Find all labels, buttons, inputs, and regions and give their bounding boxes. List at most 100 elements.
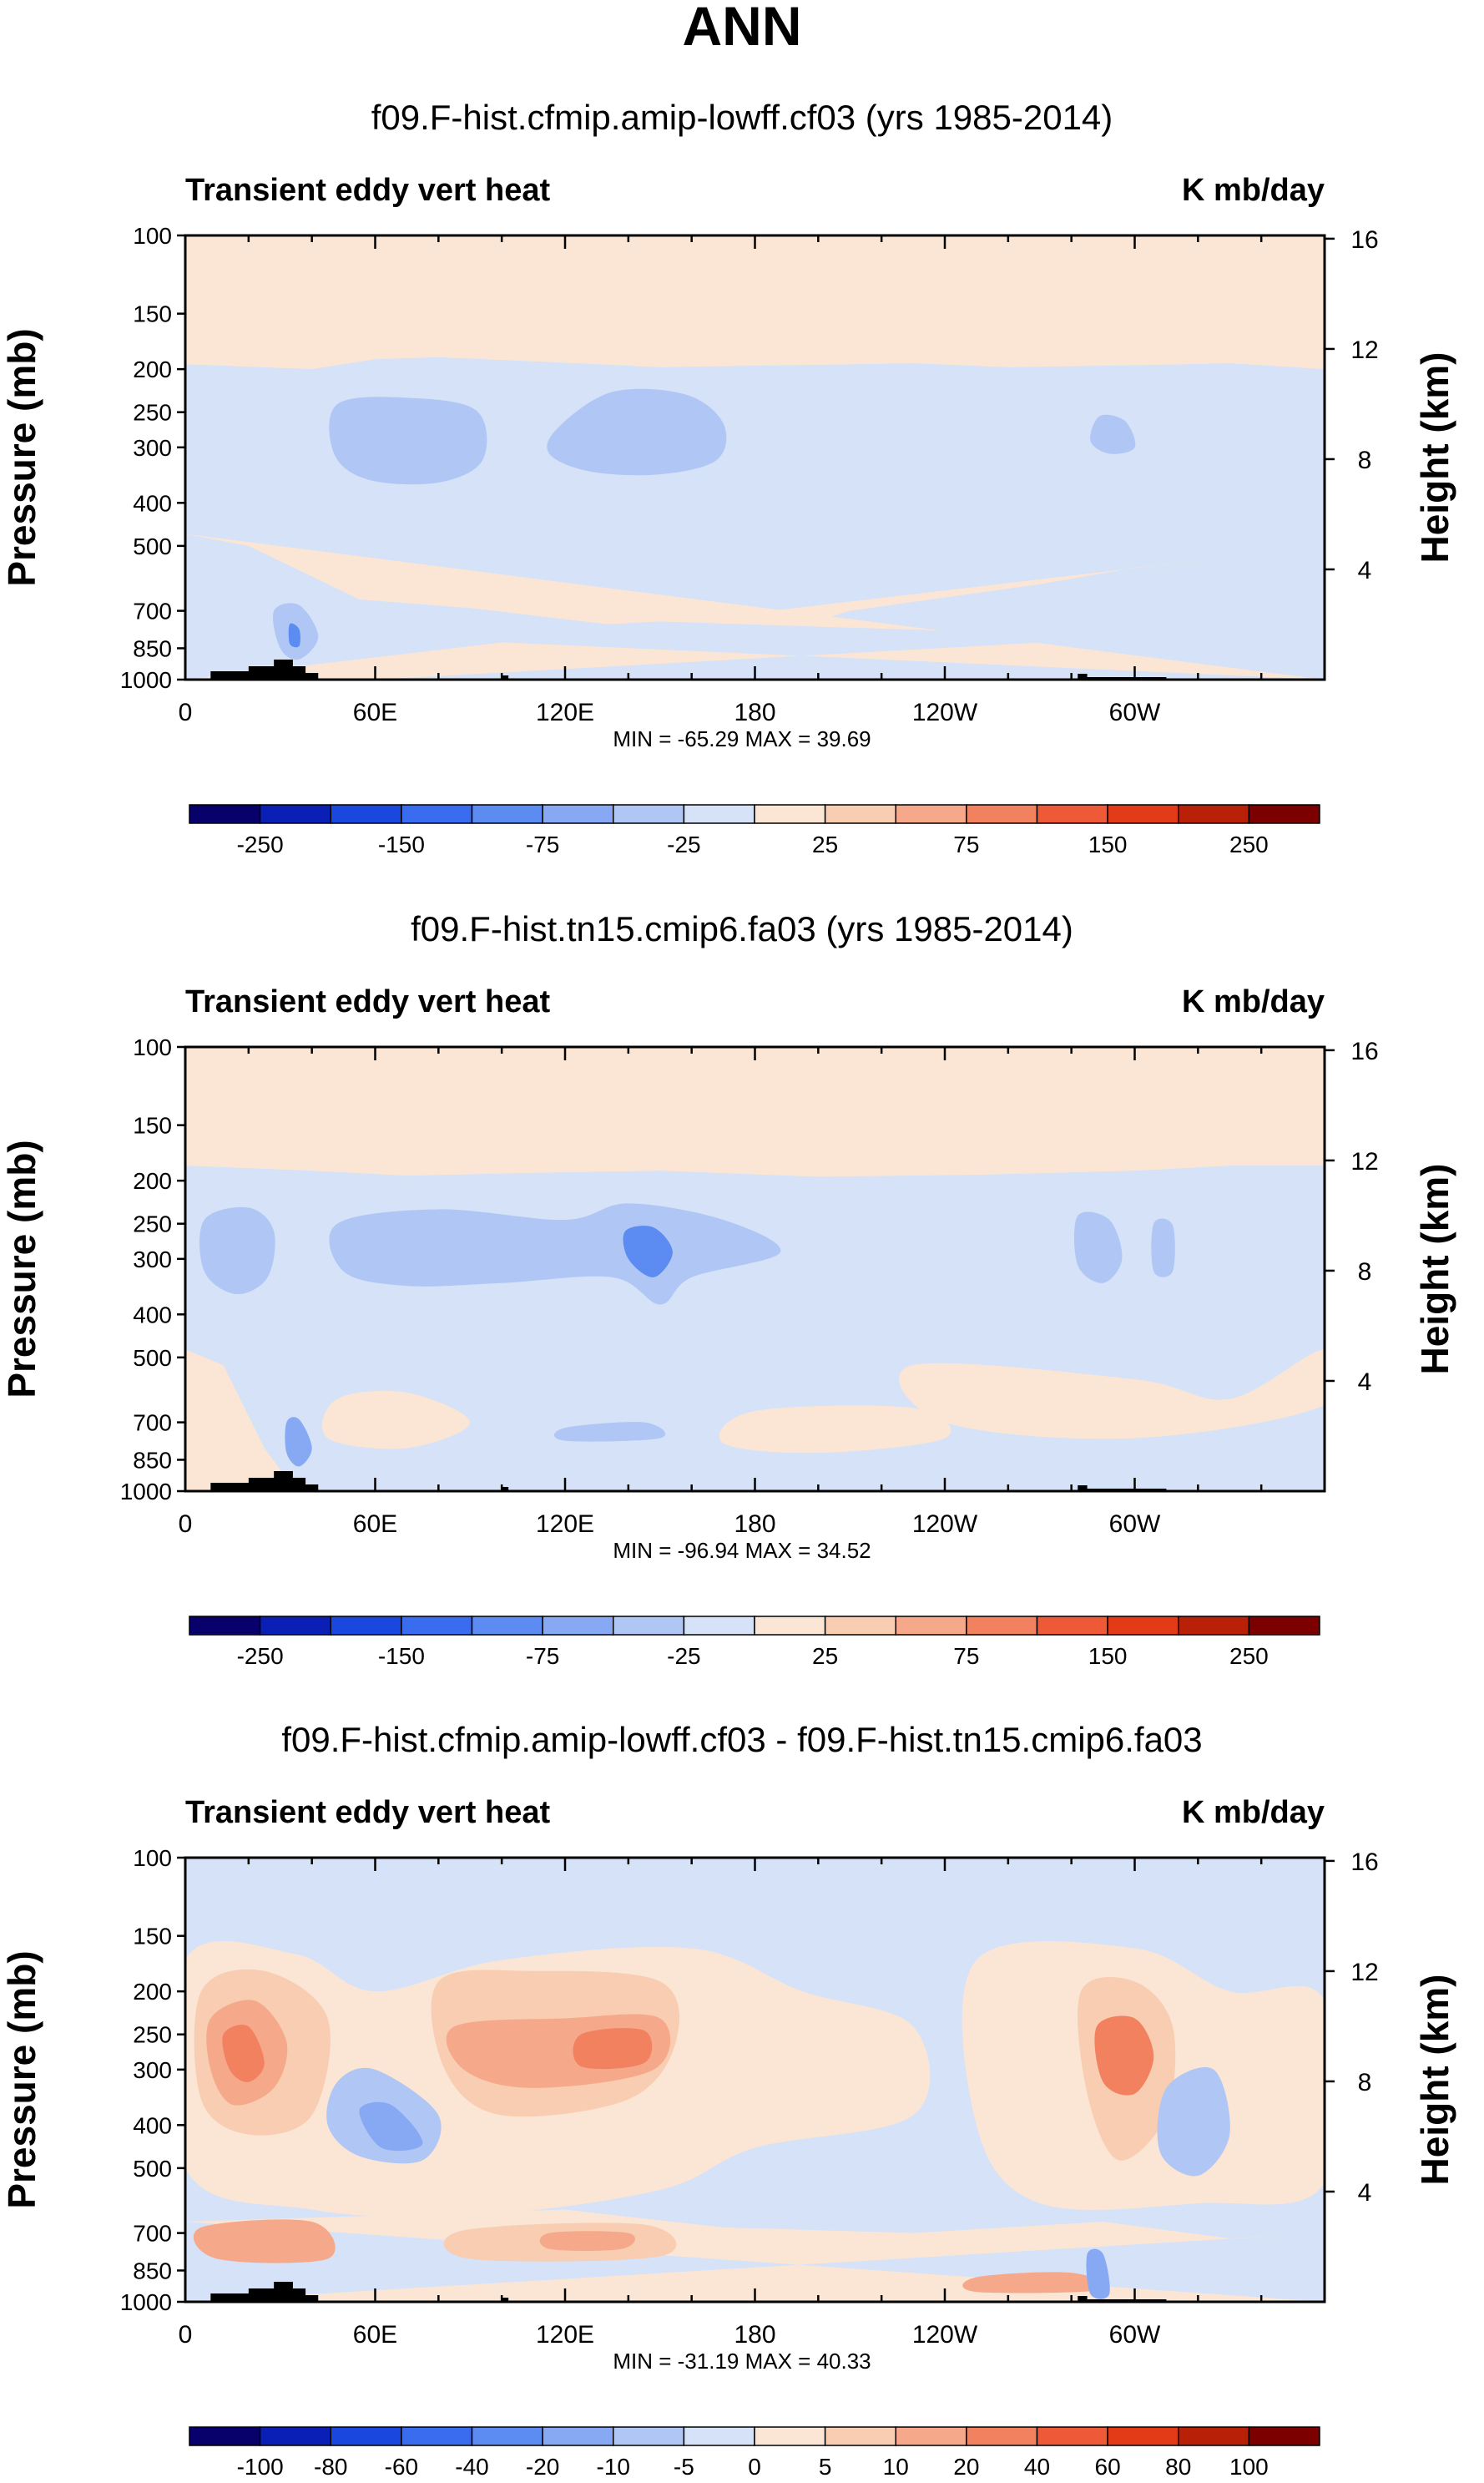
pressure-tick-label: 200	[133, 357, 172, 382]
colorbar-box	[895, 1616, 967, 1636]
x-tick-label: 180	[734, 699, 775, 726]
colorbar-box	[683, 804, 755, 824]
x-tick-label: 60W	[1109, 2321, 1161, 2349]
topography	[210, 1471, 1167, 1491]
pressure-tick-label: 250	[133, 400, 172, 426]
panel-title: f09.F-hist.cfmip.amip-lowff.cf03 (yrs 19…	[371, 98, 1113, 137]
colorbar-box	[1178, 2426, 1250, 2446]
colorbar-label: -250	[237, 1643, 284, 1669]
x-tick-label: 0	[179, 699, 193, 726]
pressure-tick-label: 850	[133, 635, 172, 661]
pressure-tick-label: 150	[133, 301, 172, 327]
contour-field	[185, 235, 1325, 680]
min-max-label: MIN = -65.29 MAX = 39.69	[613, 726, 871, 751]
colorbar-box	[1036, 1616, 1108, 1636]
positive-patch-180	[719, 1405, 951, 1454]
positive-patch-20E-low	[193, 2219, 336, 2263]
lower-negative-patch	[375, 621, 1325, 680]
pressure-tick-label: 100	[133, 223, 172, 249]
lower-positive-band	[185, 534, 1325, 680]
x-tick-label: 120E	[536, 1510, 594, 1538]
panel-title: f09.F-hist.tn15.cmip6.fa03 (yrs 1985-201…	[411, 909, 1073, 948]
y-axis-label-right: Height (km)	[1413, 1164, 1456, 1375]
height-tick-label: 8	[1358, 1258, 1372, 1286]
height-tick-label: 8	[1358, 2069, 1372, 2096]
pressure-tick-label: 700	[133, 599, 172, 625]
colorbar-box	[259, 1616, 331, 1636]
y-axis-label-left: Pressure (mb)	[0, 328, 43, 586]
colorbar-box	[189, 1616, 261, 1636]
pressure-tick-label: 300	[133, 2057, 172, 2083]
negative-streak-70W	[1086, 2248, 1110, 2299]
colorbar-label: 0	[748, 2454, 761, 2480]
negative-core-20E-surface	[288, 623, 300, 648]
colorbar-box	[401, 2426, 473, 2446]
pressure-tick-label: 1000	[120, 667, 172, 693]
topography-africa	[210, 660, 319, 680]
colorbar-label: -75	[526, 832, 559, 857]
colorbar-box	[259, 2426, 331, 2446]
y-axis-label-right: Height (km)	[1413, 1975, 1456, 2186]
colorbar-box	[1107, 1616, 1179, 1636]
height-tick-label: 4	[1358, 557, 1372, 584]
colorbar-box	[1248, 2426, 1320, 2446]
pressure-tick-label: 250	[133, 2022, 172, 2048]
pressure-tick-label: 150	[133, 1924, 172, 1949]
colorbar-label: 75	[953, 1643, 979, 1669]
negative-blob-130E-low	[553, 1422, 666, 1442]
x-tick-label: 0	[179, 2321, 193, 2349]
upper-positive-layer	[185, 1047, 1325, 1177]
colorbar-label: -10	[597, 2454, 630, 2480]
colorbar-box	[259, 804, 331, 824]
x-tick-label: 60W	[1109, 699, 1161, 726]
x-tick-label: 60E	[353, 2321, 397, 2349]
panels: f09.F-hist.cfmip.amip-lowff.cf03 (yrs 19…	[0, 98, 1456, 2480]
positive-core-70W	[1094, 2015, 1154, 2096]
colorbar-box	[330, 1616, 402, 1636]
colorbar-label: -250	[237, 832, 284, 857]
colorbar-box	[895, 804, 967, 824]
positive-core-130E-low	[539, 2231, 635, 2251]
colorbar-label: -20	[526, 2454, 559, 2480]
figure-title: ANN	[683, 0, 802, 57]
x-tick-label: 120E	[536, 2321, 594, 2349]
negative-core-150E	[623, 1226, 673, 1277]
pressure-tick-label: 400	[133, 490, 172, 516]
colorbar-box	[895, 2426, 967, 2446]
colorbar-box	[1107, 804, 1179, 824]
positive-patch-60E	[321, 1390, 471, 1449]
colorbar-label: -25	[667, 1643, 700, 1669]
negative-core-surface	[285, 1417, 312, 1467]
colorbar-label: 25	[812, 832, 838, 857]
colorbar-box	[824, 804, 896, 824]
panel-1: f09.F-hist.cfmip.amip-lowff.cf03 (yrs 19…	[0, 98, 1456, 857]
colorbar-label: 20	[953, 2454, 979, 2480]
panel-right-label: K mb/day	[1182, 1795, 1325, 1830]
y-axis-label-left: Pressure (mb)	[0, 1950, 43, 2208]
colorbar-label: -100	[237, 2454, 284, 2480]
min-max-label: MIN = -31.19 MAX = 40.33	[613, 2349, 871, 2374]
y-axis-label-right: Height (km)	[1413, 352, 1456, 564]
colorbar-box	[1178, 1616, 1250, 1636]
pressure-tick-label: 700	[133, 1410, 172, 1436]
negative-blob-50W	[1151, 1218, 1175, 1277]
height-tick-label: 16	[1350, 1038, 1378, 1065]
contour-field	[185, 1047, 1325, 1491]
negative-blob-60E	[329, 397, 487, 485]
panel-left-label: Transient eddy vert heat	[185, 1795, 550, 1830]
colorbar-box	[754, 804, 826, 824]
x-tick-label: 120W	[912, 1510, 978, 1538]
colorbar-box	[966, 2426, 1038, 2446]
colorbar-label: 100	[1229, 2454, 1269, 2480]
negative-blob-45W	[1157, 2066, 1230, 2177]
colorbar-label: 40	[1024, 2454, 1050, 2480]
negative-blob-10E	[199, 1206, 275, 1295]
upper-positive-layer	[185, 235, 1325, 370]
negative-band-60E-150E	[329, 1203, 781, 1305]
x-tick-label: 120W	[912, 699, 978, 726]
colorbar-box	[754, 1616, 826, 1636]
colorbar-box	[1248, 804, 1320, 824]
colorbar-box	[1248, 1616, 1320, 1636]
pressure-tick-label: 100	[133, 1845, 172, 1871]
